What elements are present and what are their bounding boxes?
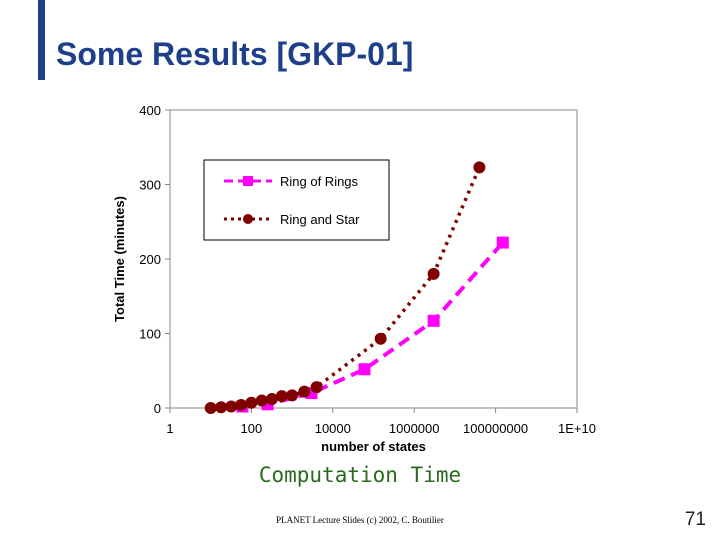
data-point-ring-of-rings	[427, 314, 440, 327]
data-point-ring-and-star	[286, 389, 299, 402]
y-tick-label: 200	[139, 252, 161, 267]
data-point-ring-and-star	[235, 399, 248, 412]
data-point-ring-and-star	[310, 381, 323, 394]
x-tick-label: 1	[166, 421, 173, 436]
page-number: 71	[684, 509, 706, 530]
slide-title: Some Results [GKP-01]	[56, 36, 414, 72]
data-point-ring-and-star	[215, 401, 228, 414]
data-point-ring-and-star	[245, 396, 258, 409]
data-point-ring-and-star	[374, 332, 387, 345]
x-axis-title: number of states	[321, 439, 426, 454]
y-tick-label: 400	[139, 103, 161, 118]
legend-label-ring-and-star: Ring and Star	[280, 212, 360, 227]
data-point-ring-and-star	[298, 385, 311, 398]
data-point-ring-and-star	[275, 390, 288, 403]
x-tick-label: 10000	[315, 421, 351, 436]
data-point-ring-and-star	[265, 393, 278, 406]
y-tick-label: 300	[139, 178, 161, 193]
data-point-ring-and-star	[427, 267, 440, 280]
y-tick-label: 0	[154, 401, 161, 416]
y-axis-title: Total Time (minutes)	[112, 196, 127, 322]
data-point-ring-of-rings	[358, 363, 371, 376]
data-point-ring-of-rings	[496, 236, 509, 249]
legend-marker-ring-and-star	[243, 214, 253, 224]
legend-label-ring-of-rings: Ring of Rings	[280, 174, 359, 189]
legend-marker-ring-of-rings	[243, 176, 253, 186]
x-tick-label: 100	[241, 421, 263, 436]
total-time-chart: 0 100 200 300 400 1 100 10000 1000000 100000000 1E…	[112, 103, 596, 454]
y-tick-label: 100	[139, 327, 161, 342]
x-tick-label: 1E+10	[558, 421, 596, 436]
data-point-ring-and-star	[225, 400, 238, 413]
data-point-ring-and-star	[204, 402, 217, 414]
title-accent-bar	[38, 0, 45, 80]
chart-caption: Computation Time	[258, 463, 462, 487]
x-tick-label: 1000000	[389, 421, 440, 436]
data-point-ring-and-star	[255, 394, 268, 407]
footer-credit: PLANET Lecture Slides (c) 2002, C. Bouti…	[276, 515, 444, 525]
x-tick-label: 100000000	[463, 421, 528, 436]
data-point-ring-and-star	[473, 161, 486, 174]
legend-box	[203, 159, 390, 241]
legend: Ring of Rings Ring and Star	[203, 159, 390, 241]
